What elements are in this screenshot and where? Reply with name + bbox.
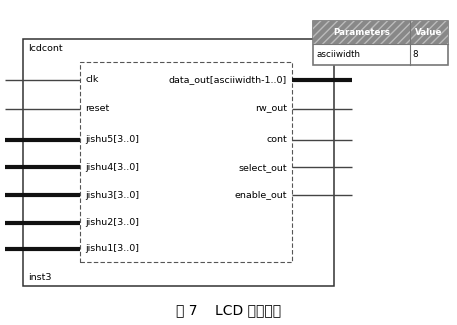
Text: enable_out: enable_out <box>234 190 287 200</box>
Bar <box>313 21 448 65</box>
Text: clk: clk <box>85 75 99 84</box>
Text: asciiwidth: asciiwidth <box>317 50 361 59</box>
Bar <box>313 21 448 44</box>
Bar <box>23 39 334 286</box>
Text: select_out: select_out <box>239 163 287 172</box>
Text: Value: Value <box>415 28 443 37</box>
Text: 8: 8 <box>412 50 418 59</box>
Text: jishu4[3..0]: jishu4[3..0] <box>85 163 139 172</box>
Bar <box>313 21 448 44</box>
Text: jishu5[3..0]: jishu5[3..0] <box>85 135 139 144</box>
Bar <box>80 62 292 262</box>
Text: rw_out: rw_out <box>255 104 287 113</box>
Text: jishu2[3..0]: jishu2[3..0] <box>85 218 139 227</box>
Text: cont: cont <box>266 135 287 144</box>
Text: jishu1[3..0]: jishu1[3..0] <box>85 244 139 253</box>
Text: 图 7    LCD 控制模块: 图 7 LCD 控制模块 <box>176 303 281 318</box>
Text: inst3: inst3 <box>28 273 52 282</box>
Text: reset: reset <box>85 104 110 113</box>
Text: jishu3[3..0]: jishu3[3..0] <box>85 190 139 200</box>
Text: lcdcont: lcdcont <box>28 44 63 53</box>
Text: data_out[asciiwidth-1..0]: data_out[asciiwidth-1..0] <box>169 75 287 84</box>
Text: Parameters: Parameters <box>333 28 390 37</box>
